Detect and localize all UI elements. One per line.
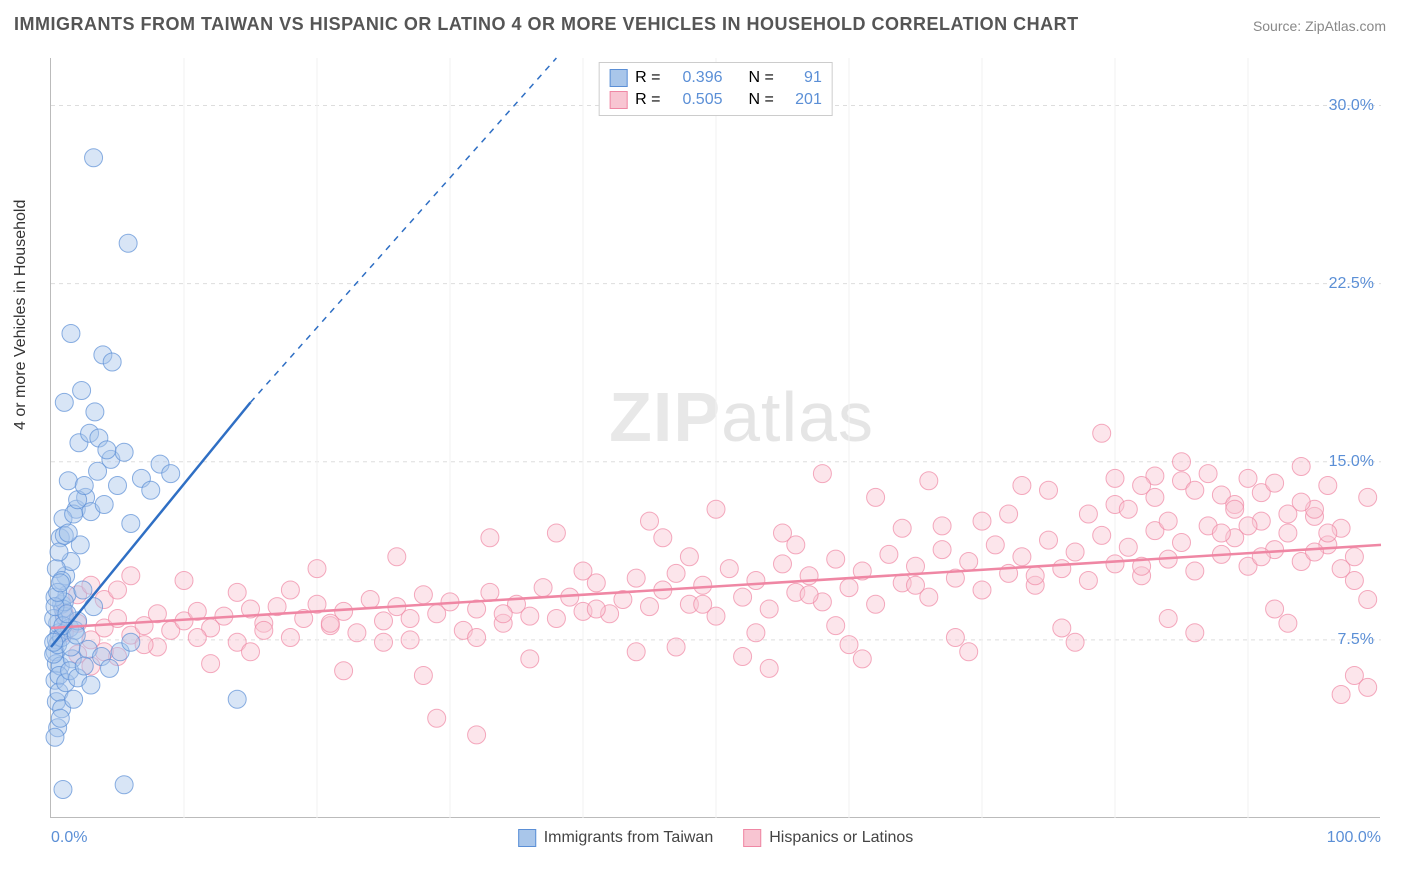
swatch-pink xyxy=(743,829,761,847)
x-tick-label: 0.0% xyxy=(51,829,87,847)
scatter-plot xyxy=(51,58,1380,817)
legend-stats: R = 0.396 N = 91 R = 0.505 N = 201 xyxy=(598,62,833,116)
n-label: N = xyxy=(749,89,774,111)
chart-title: IMMIGRANTS FROM TAIWAN VS HISPANIC OR LA… xyxy=(14,14,1079,35)
y-tick-label: 15.0% xyxy=(1329,453,1374,471)
r-value-blue: 0.396 xyxy=(669,67,723,89)
y-tick-label: 22.5% xyxy=(1329,275,1374,293)
n-value-pink: 201 xyxy=(782,89,822,111)
n-value-blue: 91 xyxy=(782,67,822,89)
r-label: R = xyxy=(635,67,660,89)
r-value-pink: 0.505 xyxy=(669,89,723,111)
r-label: R = xyxy=(635,89,660,111)
swatch-blue xyxy=(609,69,627,87)
y-tick-label: 7.5% xyxy=(1338,631,1374,649)
y-tick-label: 30.0% xyxy=(1329,97,1374,115)
y-axis-label: 4 or more Vehicles in Household xyxy=(12,200,30,430)
source-label: Source: ZipAtlas.com xyxy=(1253,18,1386,34)
x-tick-label: 100.0% xyxy=(1327,829,1381,847)
legend-item-blue: Immigrants from Taiwan xyxy=(518,829,714,847)
chart-area: ZIPatlas 7.5%15.0%22.5%30.0% 0.0%100.0% … xyxy=(50,58,1380,818)
series-label-pink: Hispanics or Latinos xyxy=(769,829,913,847)
chart-container: IMMIGRANTS FROM TAIWAN VS HISPANIC OR LA… xyxy=(0,0,1406,892)
n-label: N = xyxy=(749,67,774,89)
series-label-blue: Immigrants from Taiwan xyxy=(544,829,714,847)
legend-series: Immigrants from Taiwan Hispanics or Lati… xyxy=(518,829,914,847)
swatch-pink xyxy=(609,91,627,109)
legend-stats-row-pink: R = 0.505 N = 201 xyxy=(609,89,822,111)
swatch-blue xyxy=(518,829,536,847)
legend-stats-row-blue: R = 0.396 N = 91 xyxy=(609,67,822,89)
legend-item-pink: Hispanics or Latinos xyxy=(743,829,913,847)
